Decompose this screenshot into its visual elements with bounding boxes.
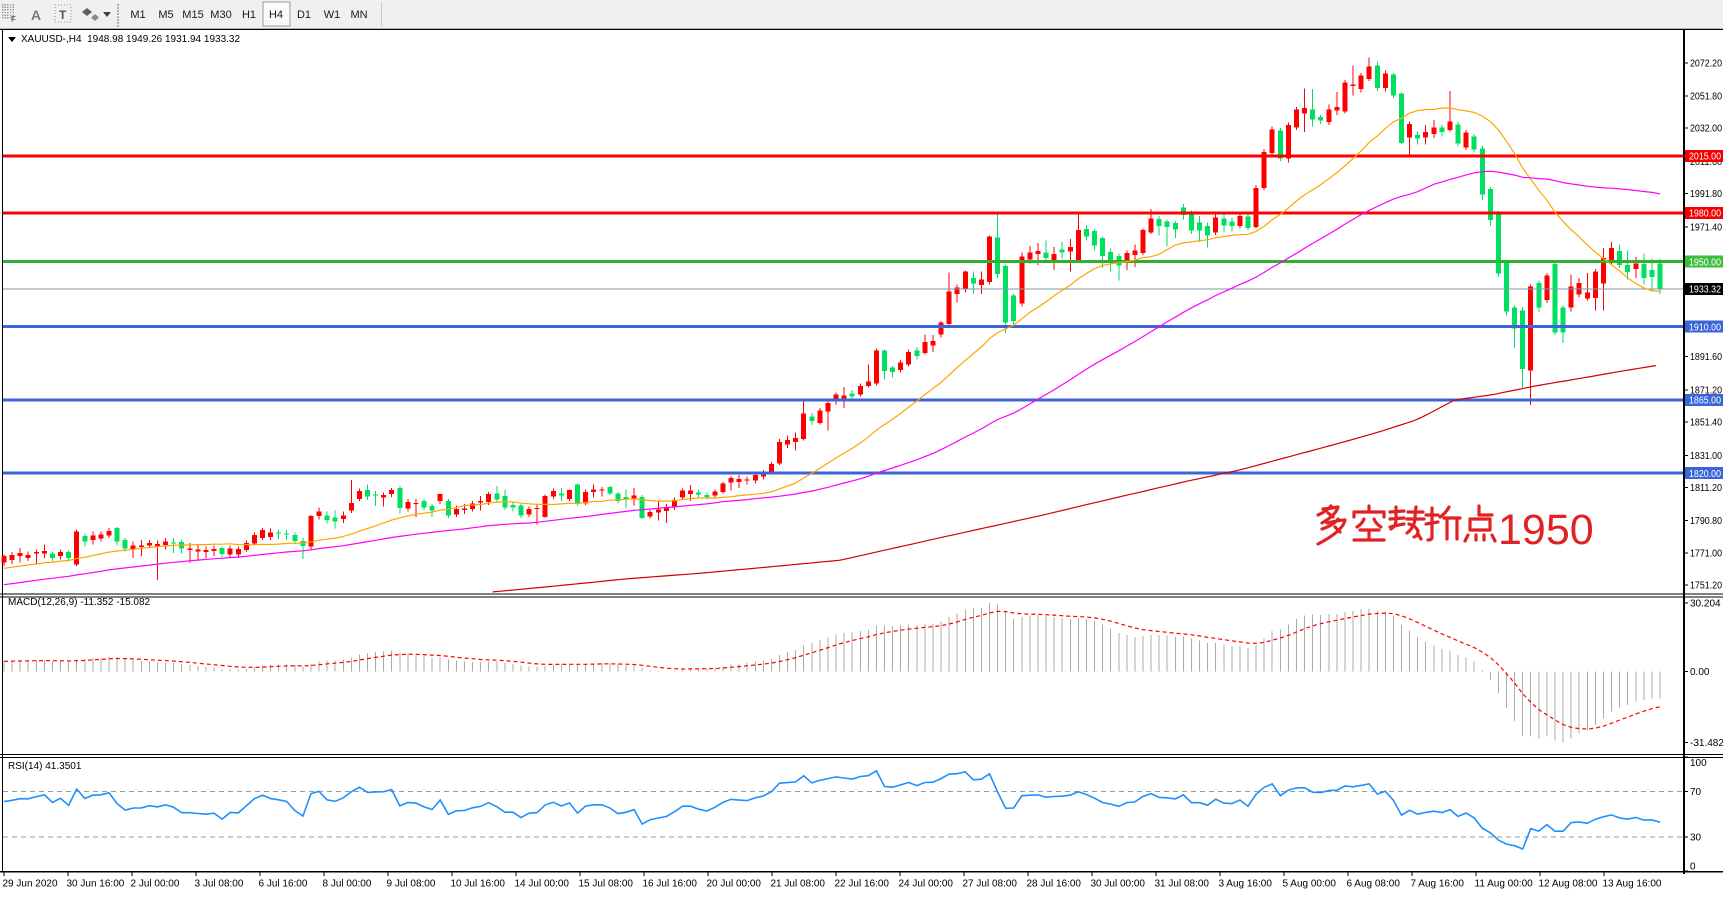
svg-text:F: F [11, 15, 16, 24]
svg-text:24 Jul 00:00: 24 Jul 00:00 [899, 879, 954, 890]
svg-text:3 Aug 16:00: 3 Aug 16:00 [1219, 879, 1273, 890]
svg-text:2072.20: 2072.20 [1690, 58, 1722, 69]
svg-text:1811.20: 1811.20 [1690, 483, 1722, 494]
svg-text:H1: H1 [242, 9, 256, 21]
svg-text:D1: D1 [297, 9, 311, 21]
svg-text:20 Jul 00:00: 20 Jul 00:00 [707, 879, 762, 890]
svg-text:RSI(14) 41.3501: RSI(14) 41.3501 [8, 761, 82, 772]
svg-text:70: 70 [1690, 787, 1702, 798]
svg-text:XAUUSD-,H4 1948.98 1949.26 19: XAUUSD-,H4 1948.98 1949.26 1931.94 1933.… [21, 34, 240, 45]
svg-text:22 Jul 16:00: 22 Jul 16:00 [835, 879, 890, 890]
svg-text:5 Aug 00:00: 5 Aug 00:00 [1283, 879, 1337, 890]
svg-text:M5: M5 [158, 9, 173, 21]
svg-text:M30: M30 [210, 9, 231, 21]
svg-text:9 Jul 08:00: 9 Jul 08:00 [387, 879, 436, 890]
svg-text:0.00: 0.00 [1690, 667, 1710, 678]
svg-text:1933.32: 1933.32 [1689, 285, 1721, 296]
svg-text:2015.00: 2015.00 [1689, 152, 1721, 163]
svg-text:1950: 1950 [1498, 506, 1594, 554]
svg-text:6 Jul 16:00: 6 Jul 16:00 [259, 879, 308, 890]
svg-text:30 Jul 00:00: 30 Jul 00:00 [1091, 879, 1146, 890]
svg-text:28 Jul 16:00: 28 Jul 16:00 [1027, 879, 1082, 890]
svg-text:30 Jun 16:00: 30 Jun 16:00 [67, 879, 125, 890]
svg-text:MN: MN [350, 9, 367, 21]
svg-text:7 Aug 16:00: 7 Aug 16:00 [1411, 879, 1465, 890]
svg-text:M1: M1 [130, 9, 145, 21]
svg-text:6 Aug 08:00: 6 Aug 08:00 [1347, 879, 1401, 890]
svg-text:12 Aug 08:00: 12 Aug 08:00 [1539, 879, 1598, 890]
svg-text:1871.20: 1871.20 [1690, 385, 1722, 396]
svg-text:1865.00: 1865.00 [1689, 396, 1721, 407]
svg-text:30: 30 [1690, 832, 1702, 843]
svg-text:100: 100 [1690, 758, 1707, 769]
svg-text:3 Jul 08:00: 3 Jul 08:00 [195, 879, 244, 890]
svg-text:1910.00: 1910.00 [1689, 323, 1721, 334]
svg-text:1991.80: 1991.80 [1690, 189, 1722, 200]
svg-text:8 Jul 00:00: 8 Jul 00:00 [323, 879, 372, 890]
svg-text:11 Aug 00:00: 11 Aug 00:00 [1475, 879, 1534, 890]
svg-text:W1: W1 [324, 9, 341, 21]
svg-text:2011.60: 2011.60 [1690, 157, 1722, 168]
svg-text:A: A [31, 7, 41, 23]
svg-text:30.204: 30.204 [1690, 599, 1721, 610]
svg-text:1751.20: 1751.20 [1690, 581, 1722, 592]
svg-text:1891.60: 1891.60 [1690, 352, 1722, 363]
svg-text:31 Jul 08:00: 31 Jul 08:00 [1155, 879, 1210, 890]
svg-text:1980.00: 1980.00 [1689, 209, 1721, 220]
svg-text:H4: H4 [269, 9, 283, 21]
svg-text:15 Jul 08:00: 15 Jul 08:00 [579, 879, 634, 890]
svg-text:1851.40: 1851.40 [1690, 418, 1722, 429]
svg-text:27 Jul 08:00: 27 Jul 08:00 [963, 879, 1018, 890]
svg-text:21 Jul 08:00: 21 Jul 08:00 [771, 879, 826, 890]
svg-text:29 Jun 2020: 29 Jun 2020 [3, 879, 58, 890]
svg-text:1971.40: 1971.40 [1690, 222, 1722, 233]
svg-text:1820.00: 1820.00 [1689, 469, 1721, 480]
svg-text:1950.00: 1950.00 [1689, 258, 1721, 269]
svg-text:-31.482: -31.482 [1690, 738, 1723, 749]
svg-text:1831.00: 1831.00 [1690, 451, 1722, 462]
svg-text:14 Jul 00:00: 14 Jul 00:00 [515, 879, 570, 890]
svg-text:1771.00: 1771.00 [1690, 548, 1722, 559]
svg-text:T: T [59, 8, 67, 22]
svg-text:2032.00: 2032.00 [1690, 124, 1722, 135]
svg-text:2 Jul 00:00: 2 Jul 00:00 [131, 879, 180, 890]
svg-text:M15: M15 [182, 9, 203, 21]
svg-text:MACD(12,26,9) -11.352 -15.082: MACD(12,26,9) -11.352 -15.082 [8, 597, 151, 608]
svg-text:2051.80: 2051.80 [1690, 92, 1722, 103]
svg-text:13 Aug 16:00: 13 Aug 16:00 [1603, 879, 1662, 890]
svg-text:0: 0 [1690, 862, 1696, 873]
svg-text:10 Jul 16:00: 10 Jul 16:00 [451, 879, 506, 890]
svg-text:16 Jul 16:00: 16 Jul 16:00 [643, 879, 698, 890]
svg-text:1790.80: 1790.80 [1690, 516, 1722, 527]
